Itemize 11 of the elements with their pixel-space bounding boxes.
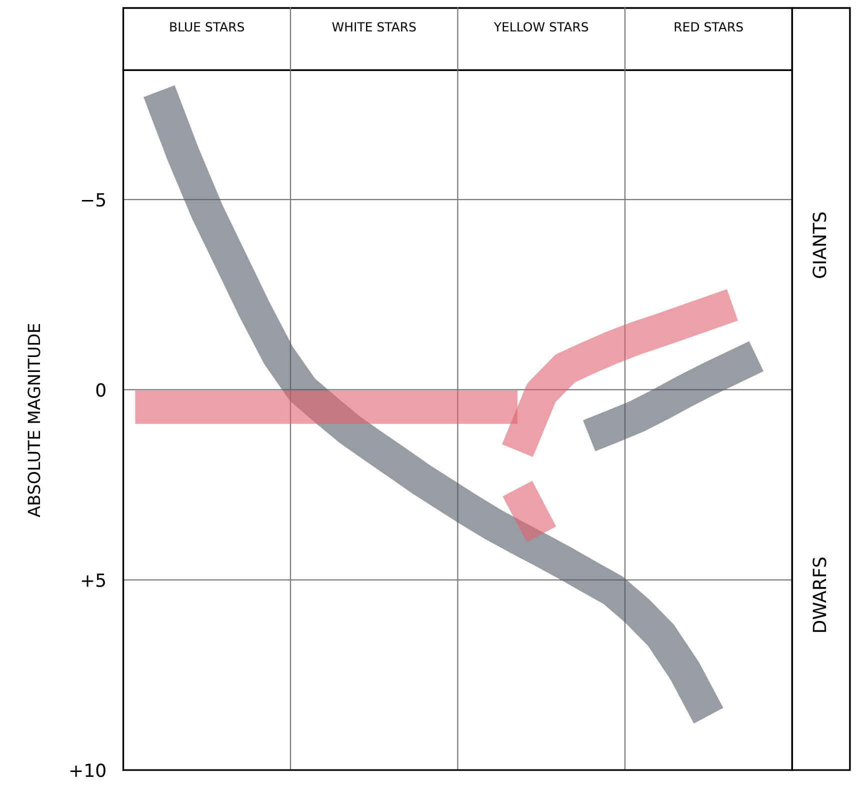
text: GIANTS (812, 212, 826, 278)
y-tick-label: +10 (70, 764, 106, 778)
y-tick-label: +5 (82, 574, 106, 588)
text: YELLOW STARS (494, 22, 588, 32)
text: RED STARS (674, 22, 743, 32)
y-axis-title: ABSOLUTE MAGNITUDE (28, 324, 40, 518)
text: DWARFS (812, 558, 826, 632)
text: WHITE STARS (332, 22, 416, 32)
y-tick-label: 0 (96, 383, 106, 397)
y-tick-label: −5 (82, 193, 106, 207)
text: BLUE STARS (170, 22, 244, 32)
